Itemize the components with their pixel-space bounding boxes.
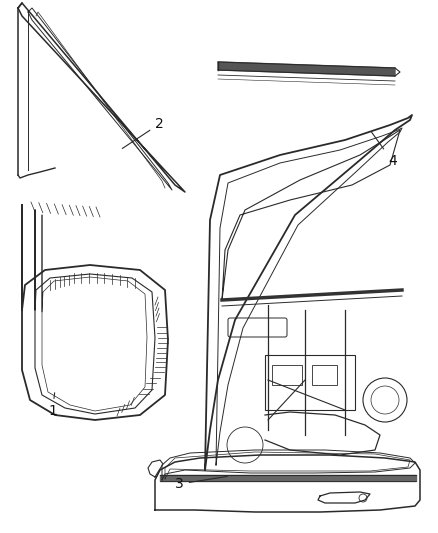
Polygon shape xyxy=(218,62,395,76)
Bar xyxy=(272,365,302,385)
Text: 3: 3 xyxy=(175,477,227,491)
Bar xyxy=(265,355,355,410)
Text: 1: 1 xyxy=(48,393,57,418)
Text: 4: 4 xyxy=(371,132,397,168)
Polygon shape xyxy=(160,475,416,481)
Bar xyxy=(312,365,337,385)
Text: 2: 2 xyxy=(122,117,164,149)
